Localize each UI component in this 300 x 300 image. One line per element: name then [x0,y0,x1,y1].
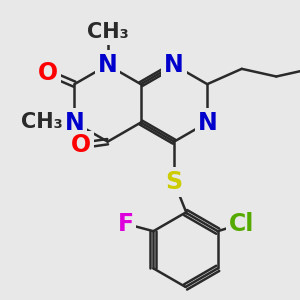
Text: F: F [117,212,134,236]
Text: O: O [71,134,91,158]
Text: N: N [64,110,84,134]
Text: O: O [38,61,58,85]
Text: Cl: Cl [229,212,255,236]
Text: CH₃: CH₃ [21,112,63,133]
Text: CH₃: CH₃ [87,22,128,42]
Text: S: S [166,170,183,194]
Text: N: N [197,110,217,134]
Text: N: N [164,53,184,77]
Text: N: N [98,53,118,77]
